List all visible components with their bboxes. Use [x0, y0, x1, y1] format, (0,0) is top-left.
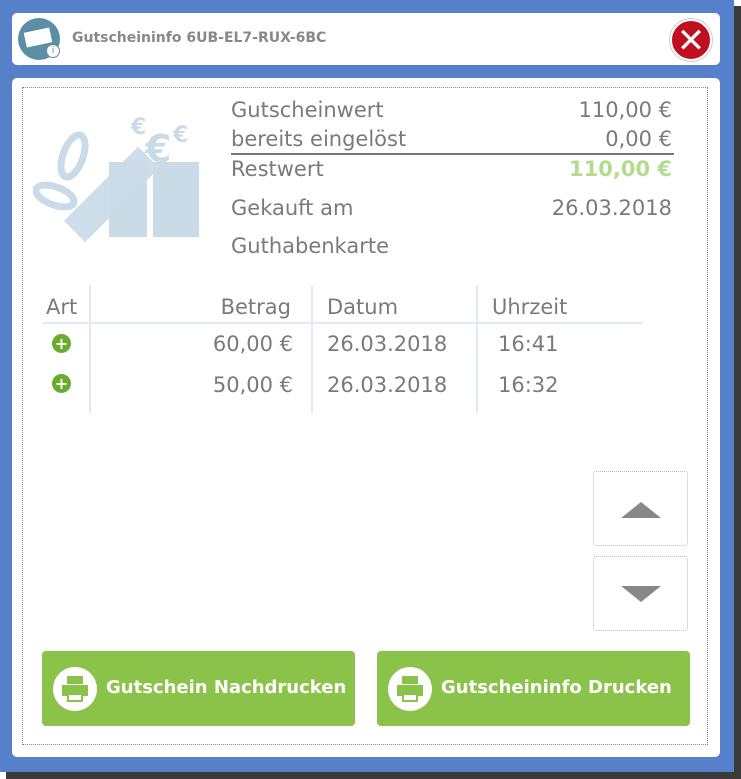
residual-value: 110,00 € [569, 157, 672, 181]
time: 16:41 [498, 332, 559, 356]
voucher-value: 110,00 € [578, 98, 672, 122]
scroll-up-button[interactable] [593, 471, 688, 546]
column-divider [311, 285, 313, 413]
header-betrag[interactable]: Betrag [220, 295, 291, 319]
svg-text:€: € [172, 123, 188, 148]
window-title: Gutscheininfo 6UB-EL7-RUX-6BC [72, 30, 327, 46]
title-bar: i Gutscheininfo 6UB-EL7-RUX-6BC ✕ [12, 13, 720, 65]
printer-icon [53, 667, 97, 711]
reprint-voucher-label: Gutschein Nachdrucken [106, 677, 347, 698]
header-datum[interactable]: Datum [327, 295, 399, 319]
svg-text:€: € [144, 127, 171, 171]
content-area: € € € Gutscheinwert 110,00 € bereits ein… [22, 87, 708, 745]
printer-icon [388, 667, 432, 711]
purchased-label: Gekauft am [231, 196, 354, 220]
scroll-down-button[interactable] [593, 556, 688, 631]
card-type: Guthabenkarte [231, 234, 390, 258]
time: 16:32 [498, 373, 559, 397]
residual-label: Restwert [231, 157, 324, 181]
reprint-voucher-button[interactable]: Gutschein Nachdrucken [42, 651, 355, 726]
header-uhrzeit[interactable]: Uhrzeit [492, 295, 568, 319]
amount: 50,00 € [212, 373, 293, 397]
voucher-value-label: Gutscheinwert [231, 98, 384, 122]
date: 26.03.2018 [327, 373, 448, 397]
header-divider [43, 322, 643, 324]
print-info-button[interactable]: Gutscheininfo Drucken [377, 651, 690, 726]
gift-euro-icon: € € € [33, 115, 199, 243]
svg-text:€: € [130, 115, 146, 140]
print-info-label: Gutscheininfo Drucken [441, 677, 672, 698]
plus-icon: + [52, 374, 71, 393]
plus-icon: + [52, 334, 71, 353]
redeemed-value: 0,00 € [605, 127, 672, 151]
content-panel: € € € Gutscheinwert 110,00 € bereits ein… [12, 78, 720, 757]
arrow-up-icon [621, 502, 661, 518]
amount: 60,00 € [212, 332, 293, 356]
close-button[interactable]: ✕ [670, 19, 712, 61]
column-divider [89, 285, 91, 413]
redeemed-label: bereits eingelöst [231, 127, 407, 151]
header-art[interactable]: Art [46, 295, 78, 319]
date: 26.03.2018 [327, 332, 448, 356]
arrow-down-icon [621, 586, 661, 602]
voucher-info-icon: i [18, 18, 60, 60]
purchased-date: 26.03.2018 [551, 196, 672, 220]
sum-divider [231, 153, 674, 155]
column-divider [476, 285, 478, 413]
